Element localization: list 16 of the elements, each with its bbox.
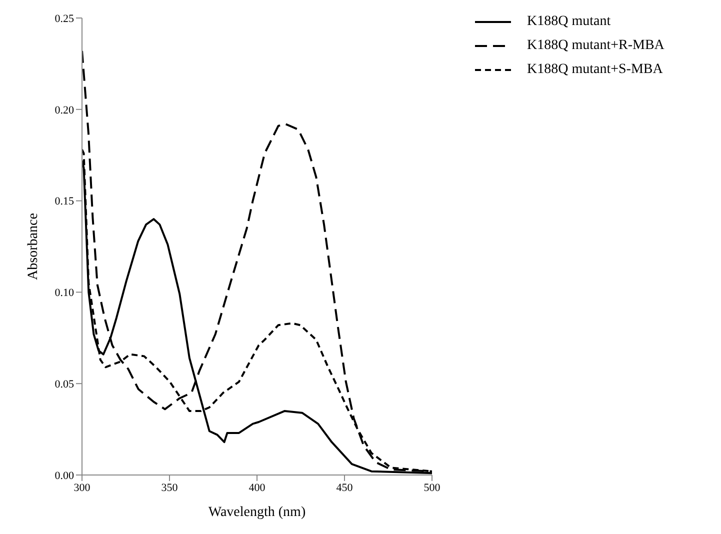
y-tick-label: 0.25 [54,12,74,25]
legend-label: K188Q mutant+R-MBA [527,38,664,54]
y-tick-label: 0.10 [54,287,74,300]
x-tick-label: 350 [161,482,178,494]
x-tick-label: 450 [336,482,354,494]
x-tick-label: 400 [248,482,266,494]
y-axis-title: Absorbance [26,213,41,280]
legend-label: K188Q mutant [527,14,611,30]
x-tick-label: 500 [424,482,441,494]
y-tick-label: 0.05 [54,378,74,391]
legend-label: K188Q mutant+S-MBA [527,62,663,78]
y-tick-label: 0.20 [54,104,74,116]
y-tick-label: 0.15 [54,196,74,208]
x-axis-title: Wavelength (nm) [208,505,306,520]
x-tick-label: 300 [74,482,91,494]
y-tick-label: 0.00 [54,470,74,482]
